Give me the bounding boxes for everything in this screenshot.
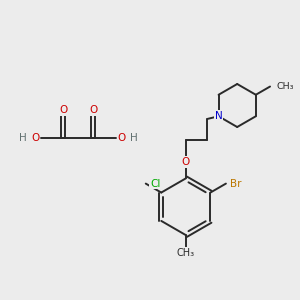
Text: H: H (19, 133, 27, 143)
Text: O: O (31, 133, 39, 143)
Text: O: O (59, 105, 68, 115)
Text: O: O (118, 133, 126, 143)
Text: O: O (182, 157, 190, 167)
Text: CH₃: CH₃ (177, 248, 195, 258)
Text: O: O (89, 105, 98, 115)
Text: Cl: Cl (150, 178, 161, 189)
Text: CH₃: CH₃ (276, 82, 293, 91)
Text: Br: Br (230, 178, 242, 189)
Text: H: H (130, 133, 137, 143)
Text: N: N (215, 111, 222, 121)
